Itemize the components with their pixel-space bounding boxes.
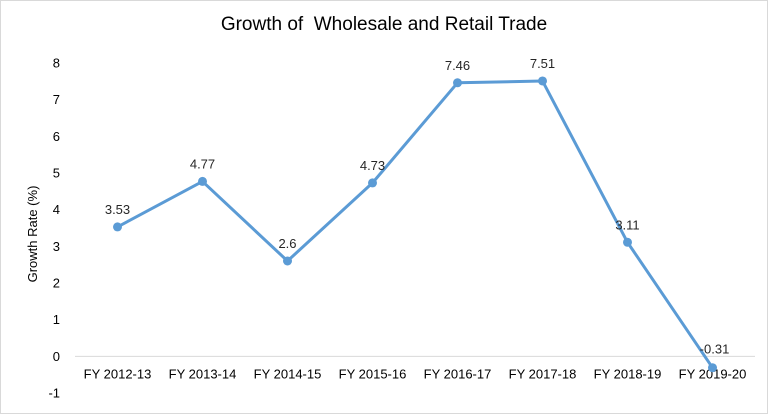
data-point [538,76,547,86]
data-point [623,237,632,247]
data-label: 2.6 [278,236,296,251]
data-label: 4.77 [190,156,215,171]
data-point [708,363,717,373]
data-label: -0.31 [700,342,730,357]
x-tick-label: FY 2019-20 [679,366,747,381]
y-axis-ticks: -1 0 1 2 3 4 5 6 7 8 [48,56,60,401]
x-tick-label: FY 2018-19 [594,366,662,381]
x-tick-label: FY 2013-14 [169,366,237,381]
data-label: 7.46 [445,58,470,73]
y-tick-label: 5 [53,166,60,181]
y-tick-label: 8 [53,56,60,71]
data-label: 3.53 [105,202,130,217]
y-tick-label: 1 [53,312,60,327]
x-tick-label: FY 2015-16 [339,366,407,381]
data-point [283,256,292,266]
y-tick-label: 2 [53,276,60,291]
series-line [116,79,714,369]
data-point [198,176,207,186]
data-point [453,78,462,88]
data-labels: 3.53 4.77 2.6 4.73 7.46 7.51 3.11 -0.31 [105,56,729,357]
x-tick-label: FY 2016-17 [424,366,492,381]
chart-title: Growth of Wholesale and Retail Trade [220,14,548,35]
data-point [368,178,377,188]
x-axis-ticks: FY 2012-13 FY 2013-14 FY 2014-15 FY 2015-16… [84,366,747,381]
x-tick-label: FY 2014-15 [254,366,322,381]
y-tick-label: 3 [53,239,60,254]
y-tick-label: 4 [53,202,60,217]
y-tick-label: 7 [53,92,60,107]
y-tick-label: -1 [48,386,60,401]
y-tick-label: 6 [53,129,60,144]
x-tick-label: FY 2017-18 [509,366,577,381]
data-point [113,222,122,232]
x-tick-label: FY 2012-13 [84,366,152,381]
data-label: 7.51 [530,56,555,71]
data-label: 3.11 [615,217,639,232]
series-markers [113,76,717,373]
y-axis-title: Growth Rate (%) [25,186,40,283]
y-tick-label: 0 [53,349,60,364]
data-label: 4.73 [360,158,385,173]
